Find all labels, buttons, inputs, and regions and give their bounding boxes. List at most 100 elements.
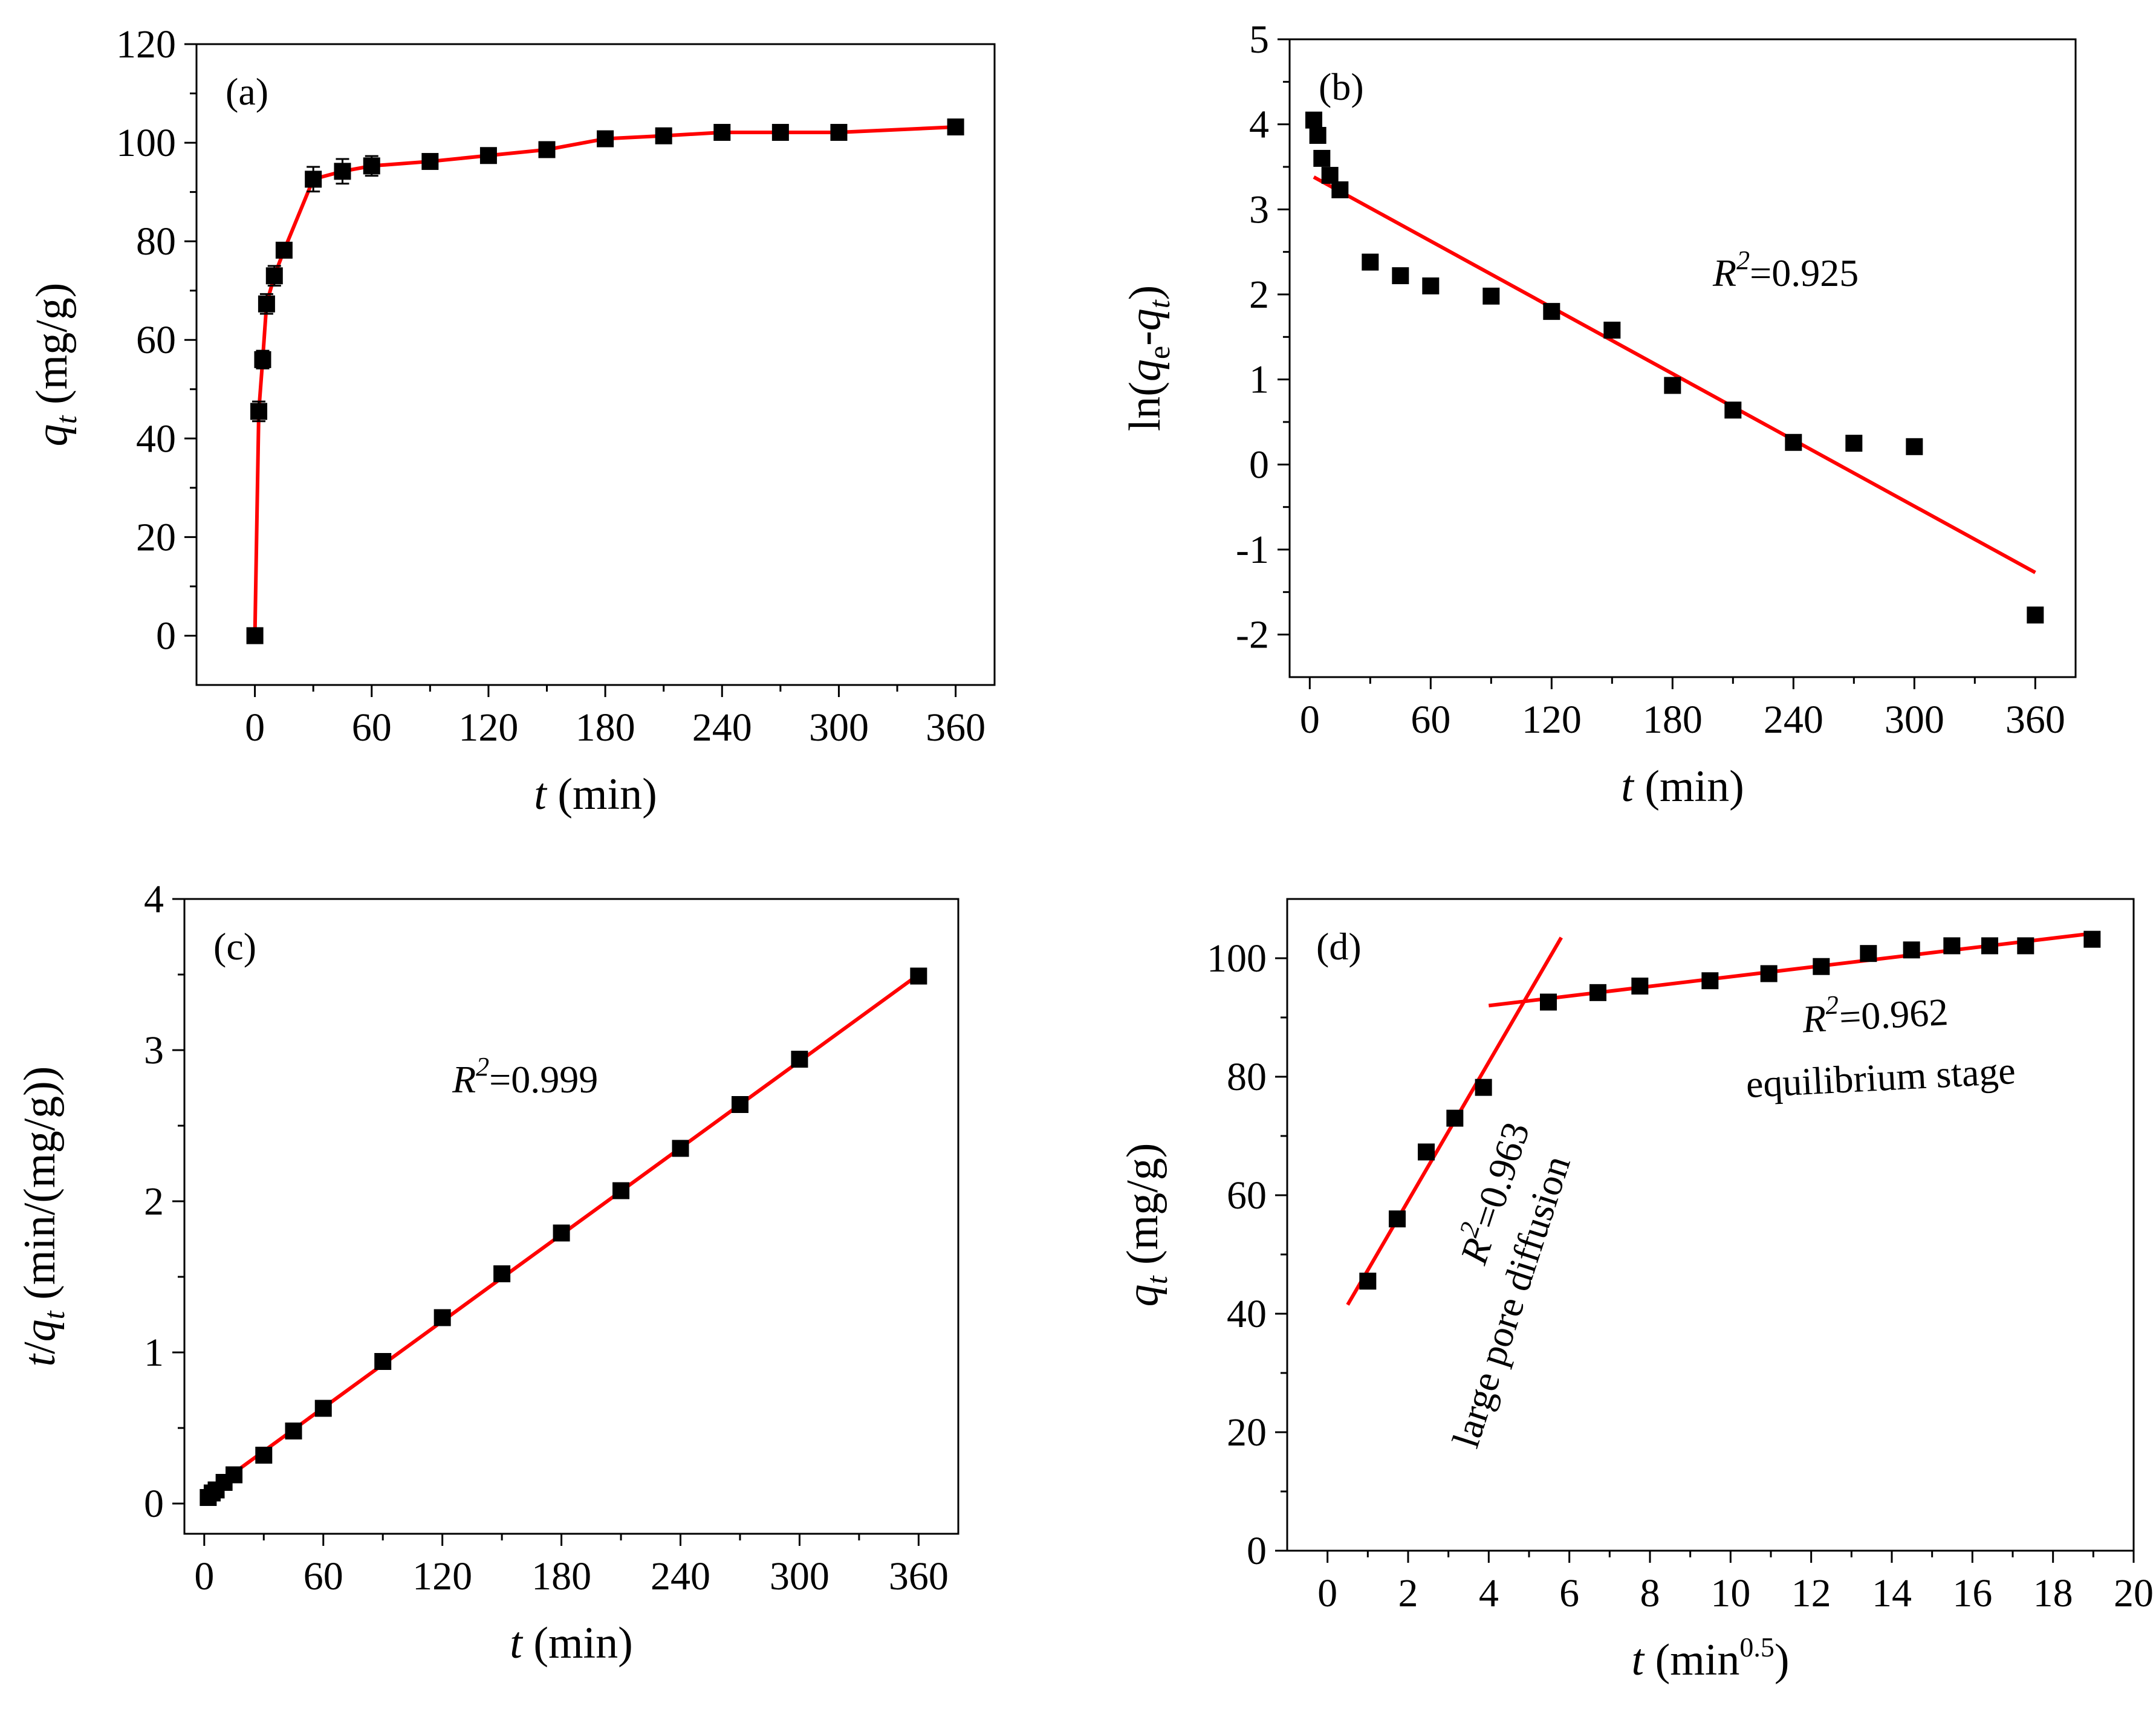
data-point xyxy=(1305,111,1322,129)
data-point xyxy=(1701,972,1719,990)
y-tick-label-d: 80 xyxy=(1227,1055,1267,1099)
x-axis-label-b: t (min) xyxy=(1621,762,1744,811)
x-tick-label-c: 300 xyxy=(770,1554,830,1598)
data-point xyxy=(1362,253,1379,271)
plot-frame-a xyxy=(195,43,996,686)
data-point xyxy=(553,1224,570,1242)
data-point xyxy=(374,1353,392,1370)
y-tick-label-c: 4 xyxy=(144,877,164,921)
x-tick-label-d: 6 xyxy=(1559,1571,1579,1615)
data-point xyxy=(1331,181,1349,198)
x-axis-label-d: t (min0.5) xyxy=(1632,1632,1790,1685)
x-tick-label-c: 0 xyxy=(194,1554,214,1598)
x-tick-label-b: 360 xyxy=(2005,698,2065,742)
panel-label-b: (b) xyxy=(1319,65,1364,108)
data-point xyxy=(1631,978,1649,995)
data-point xyxy=(246,627,264,644)
y-tick-label-c: 1 xyxy=(144,1331,164,1375)
data-point xyxy=(1943,937,1961,955)
data-point xyxy=(363,157,380,175)
x-tick-label-a: 360 xyxy=(926,706,985,750)
data-point xyxy=(1540,993,1557,1011)
y-tick-label-a: 100 xyxy=(116,121,176,165)
y-axis-label-a: qt​ (mg/g) xyxy=(27,283,83,447)
y-axis-label-d: qt​ (mg/g) xyxy=(1118,1143,1174,1307)
data-point xyxy=(1760,965,1778,982)
data-point xyxy=(947,118,964,135)
data-point xyxy=(731,1096,748,1113)
data-point xyxy=(314,1400,332,1417)
x-tick-label-a: 240 xyxy=(692,706,752,750)
data-point xyxy=(334,163,351,180)
y-tick-label-d: 40 xyxy=(1227,1292,1267,1336)
data-point xyxy=(1475,1079,1492,1096)
data-point xyxy=(255,1447,273,1464)
data-point xyxy=(250,403,268,420)
x-tick-label-d: 0 xyxy=(1317,1571,1337,1615)
data-point xyxy=(1392,267,1409,285)
data-point xyxy=(1389,1210,1406,1228)
y-tick-label-a: 120 xyxy=(116,22,176,67)
data-point xyxy=(285,1423,302,1439)
y-tick-label-b: 0 xyxy=(1249,443,1269,487)
data-point xyxy=(1482,287,1500,305)
data-point xyxy=(1543,303,1560,320)
data-point xyxy=(1860,945,1877,962)
data-point xyxy=(612,1182,630,1199)
panel-label-d: (d) xyxy=(1316,925,1362,968)
x-tick-label-b: 300 xyxy=(1885,698,1944,742)
data-point xyxy=(2083,930,2101,948)
data-point xyxy=(830,123,848,141)
fit-line-a-1 xyxy=(253,125,956,636)
data-point xyxy=(672,1140,689,1157)
data-point xyxy=(1309,126,1326,144)
panel-label-c: (c) xyxy=(213,925,256,968)
data-point xyxy=(1724,401,1742,419)
y-tick-label-b: 1 xyxy=(1249,358,1269,402)
y-tick-label-a: 20 xyxy=(136,515,176,559)
y-axis-label-c: t/qt​ (min/(mg/g)) xyxy=(15,1066,71,1367)
y-tick-label-a: 60 xyxy=(136,318,176,362)
x-tick-label-d: 12 xyxy=(1791,1571,1831,1615)
y-tick-label-d: 0 xyxy=(1247,1529,1267,1573)
y-tick-label-b: 5 xyxy=(1249,18,1269,62)
data-point xyxy=(1418,1143,1435,1161)
x-axis-label-a: t (min) xyxy=(534,770,657,819)
data-point xyxy=(2017,937,2034,955)
data-point xyxy=(791,1051,808,1068)
x-tick-label-d: 2 xyxy=(1398,1571,1418,1615)
x-tick-label-b: 0 xyxy=(1300,698,1320,742)
x-tick-label-d: 10 xyxy=(1710,1571,1750,1615)
data-point xyxy=(493,1265,511,1282)
chart-panel-a: 0 60 120 180 240 300 360 0 20 40 60 80 100 120 t (min)… xyxy=(27,22,996,819)
data-point xyxy=(265,267,283,285)
x-tick-label-d: 20 xyxy=(2114,1571,2154,1615)
y-tick-label-b: 4 xyxy=(1249,103,1269,147)
annotation-c-1: R2=0.999 xyxy=(452,1052,598,1101)
y-tick-label-a: 40 xyxy=(136,417,176,461)
data-point xyxy=(2027,606,2044,624)
x-tick-label-b: 240 xyxy=(1764,698,1823,742)
x-tick-label-a: 0 xyxy=(245,706,265,750)
plot-frame-b xyxy=(1288,38,2077,678)
data-point xyxy=(1785,433,1802,451)
y-axis-label-b: ln(qe​-qt​) xyxy=(1120,285,1176,432)
chart-panel-d: 0 2 4 6 8 10 12 14 16 18 20 0 20 40 60 80 100 t (min0.5) q… xyxy=(1118,898,2154,1685)
y-tick-label-b: 2 xyxy=(1249,273,1269,317)
y-tick-label-a: 0 xyxy=(156,614,176,658)
data-point xyxy=(597,130,614,148)
data-point xyxy=(254,351,271,368)
chart-panel-b: 0 60 120 180 240 300 360 -2 -1 0 1 2 3 4 5 t (min) ln(qe… xyxy=(1120,18,2077,811)
y-tick-label-c: 2 xyxy=(144,1179,164,1224)
data-point xyxy=(421,153,439,170)
data-point xyxy=(1906,438,1923,455)
x-tick-label-c: 120 xyxy=(412,1554,472,1598)
x-tick-label-c: 180 xyxy=(531,1554,591,1598)
y-tick-label-b: -1 xyxy=(1236,528,1269,572)
data-point xyxy=(1603,322,1621,339)
data-point xyxy=(1446,1109,1464,1127)
x-tick-label-d: 16 xyxy=(1952,1571,1992,1615)
data-point xyxy=(1664,377,1681,394)
data-point xyxy=(1813,958,1830,975)
data-point xyxy=(713,123,731,141)
